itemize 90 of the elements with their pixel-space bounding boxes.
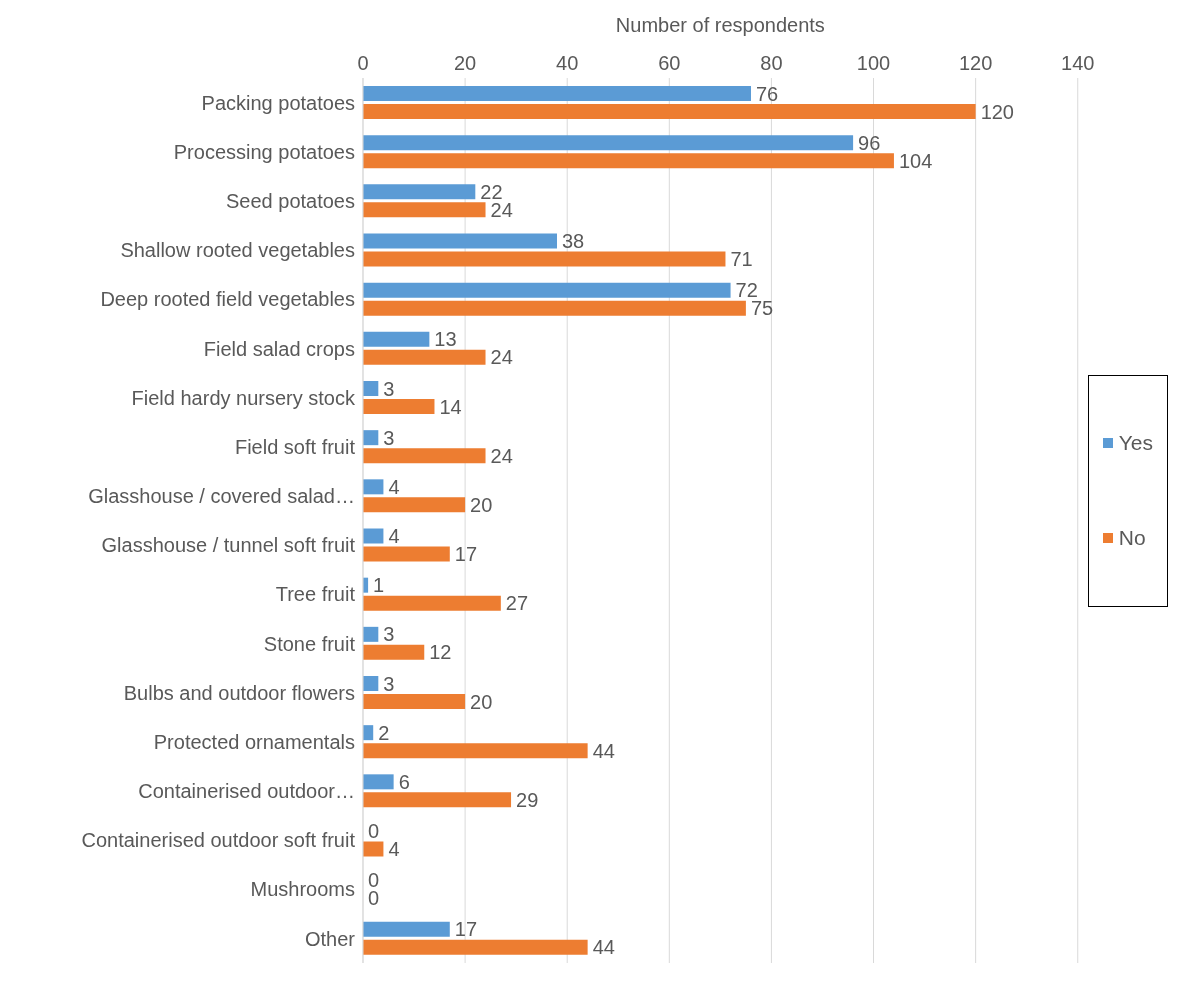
bar: [363, 774, 394, 790]
data-label: 14: [439, 395, 462, 418]
bar: [363, 233, 557, 249]
data-label: 20: [470, 690, 493, 713]
bar: [363, 448, 486, 464]
y-tick-label: Containerised outdoor…: [138, 780, 355, 803]
bar: [363, 331, 430, 347]
bar: [363, 546, 450, 562]
bar: [363, 251, 726, 267]
bar: [363, 282, 731, 298]
bar: [363, 399, 435, 414]
legend-label: No: [1118, 526, 1146, 550]
data-label: 4: [388, 475, 400, 498]
data-label: 0: [368, 820, 380, 843]
data-label: 20: [470, 493, 493, 516]
y-tick-label: Mushrooms: [250, 878, 355, 901]
x-tick-label: 100: [856, 52, 891, 74]
data-label: 17: [454, 543, 478, 566]
bar: [363, 153, 894, 169]
y-tick-label: Containerised outdoor soft fruit: [81, 829, 356, 852]
bar: [363, 528, 384, 544]
y-tick-label: Field salad crops: [203, 337, 355, 360]
bar: [363, 430, 379, 446]
data-label: 76: [756, 82, 779, 105]
y-tick-label: Shallow rooted vegetables: [120, 239, 355, 262]
y-tick-label: Processing potatoes: [173, 140, 355, 163]
y-tick-label: Stone fruit: [263, 632, 356, 655]
bar: [363, 479, 384, 495]
data-label: 4: [388, 838, 400, 861]
data-label: 2: [378, 721, 390, 744]
data-label: 104: [898, 149, 933, 172]
y-tick-label: Seed potatoes: [226, 190, 355, 213]
data-label: 3: [383, 623, 395, 646]
x-tick-label: 0: [357, 52, 369, 74]
data-label: 44: [592, 739, 615, 762]
data-label: 12: [429, 641, 452, 664]
data-label: 13: [434, 328, 457, 351]
data-label: 120: [980, 100, 1014, 123]
data-label: 29: [516, 788, 539, 811]
y-tick-label: Field soft fruit: [234, 435, 356, 458]
data-label: 6: [398, 770, 410, 793]
x-tick-label: 60: [658, 52, 681, 74]
y-tick-label: Field hardy nursery stock: [131, 386, 356, 409]
data-label: 38: [562, 230, 585, 253]
data-label: 1: [373, 574, 385, 597]
y-tick-label: Packing potatoes: [201, 91, 355, 114]
data-label: 17: [454, 918, 478, 941]
x-tick-label: 40: [556, 52, 579, 74]
bar: [363, 497, 466, 513]
y-tick-label: Deep rooted field vegetables: [100, 288, 355, 311]
data-label: 71: [730, 248, 753, 271]
bar: [363, 694, 466, 709]
x-tick-label: 120: [958, 52, 993, 74]
x-tick-label: 80: [760, 52, 783, 74]
data-label: 3: [383, 426, 395, 449]
bar: [363, 644, 425, 660]
bar: [363, 676, 379, 691]
x-tick-label: 140: [1061, 52, 1095, 74]
bar: [363, 381, 379, 396]
data-label: 3: [383, 377, 395, 400]
data-label: 24: [490, 346, 513, 369]
y-tick-label: Tree fruit: [275, 583, 356, 606]
y-tick-label: Other: [304, 927, 356, 950]
bar: [363, 595, 501, 611]
bar: [363, 841, 384, 857]
bar: [363, 300, 746, 316]
y-tick-label: Bulbs and outdoor flowers: [123, 681, 355, 704]
bar: [363, 743, 588, 759]
bar: [363, 939, 588, 955]
bar: [363, 349, 486, 365]
data-label: 24: [490, 444, 513, 467]
bar: [363, 921, 450, 937]
bar: [363, 104, 976, 119]
bar: [363, 626, 379, 642]
y-tick-label: Protected ornamentals: [153, 730, 355, 753]
x-axis-title: Number of respondents: [615, 14, 825, 37]
data-label: 4: [388, 525, 400, 548]
x-tick-label: 20: [453, 52, 477, 74]
bar: [363, 184, 476, 200]
y-tick-label: Glasshouse / covered salad…: [88, 485, 355, 508]
data-label: 3: [383, 672, 395, 695]
legend-label: Yes: [1118, 431, 1153, 455]
bar: [363, 792, 512, 808]
data-label: 27: [505, 592, 529, 615]
bar: [363, 135, 854, 151]
bar: [363, 86, 751, 101]
bar: [363, 202, 486, 218]
y-tick-label: Glasshouse / tunnel soft fruit: [101, 534, 356, 557]
data-label: 44: [592, 936, 615, 959]
data-label: 96: [858, 131, 881, 154]
